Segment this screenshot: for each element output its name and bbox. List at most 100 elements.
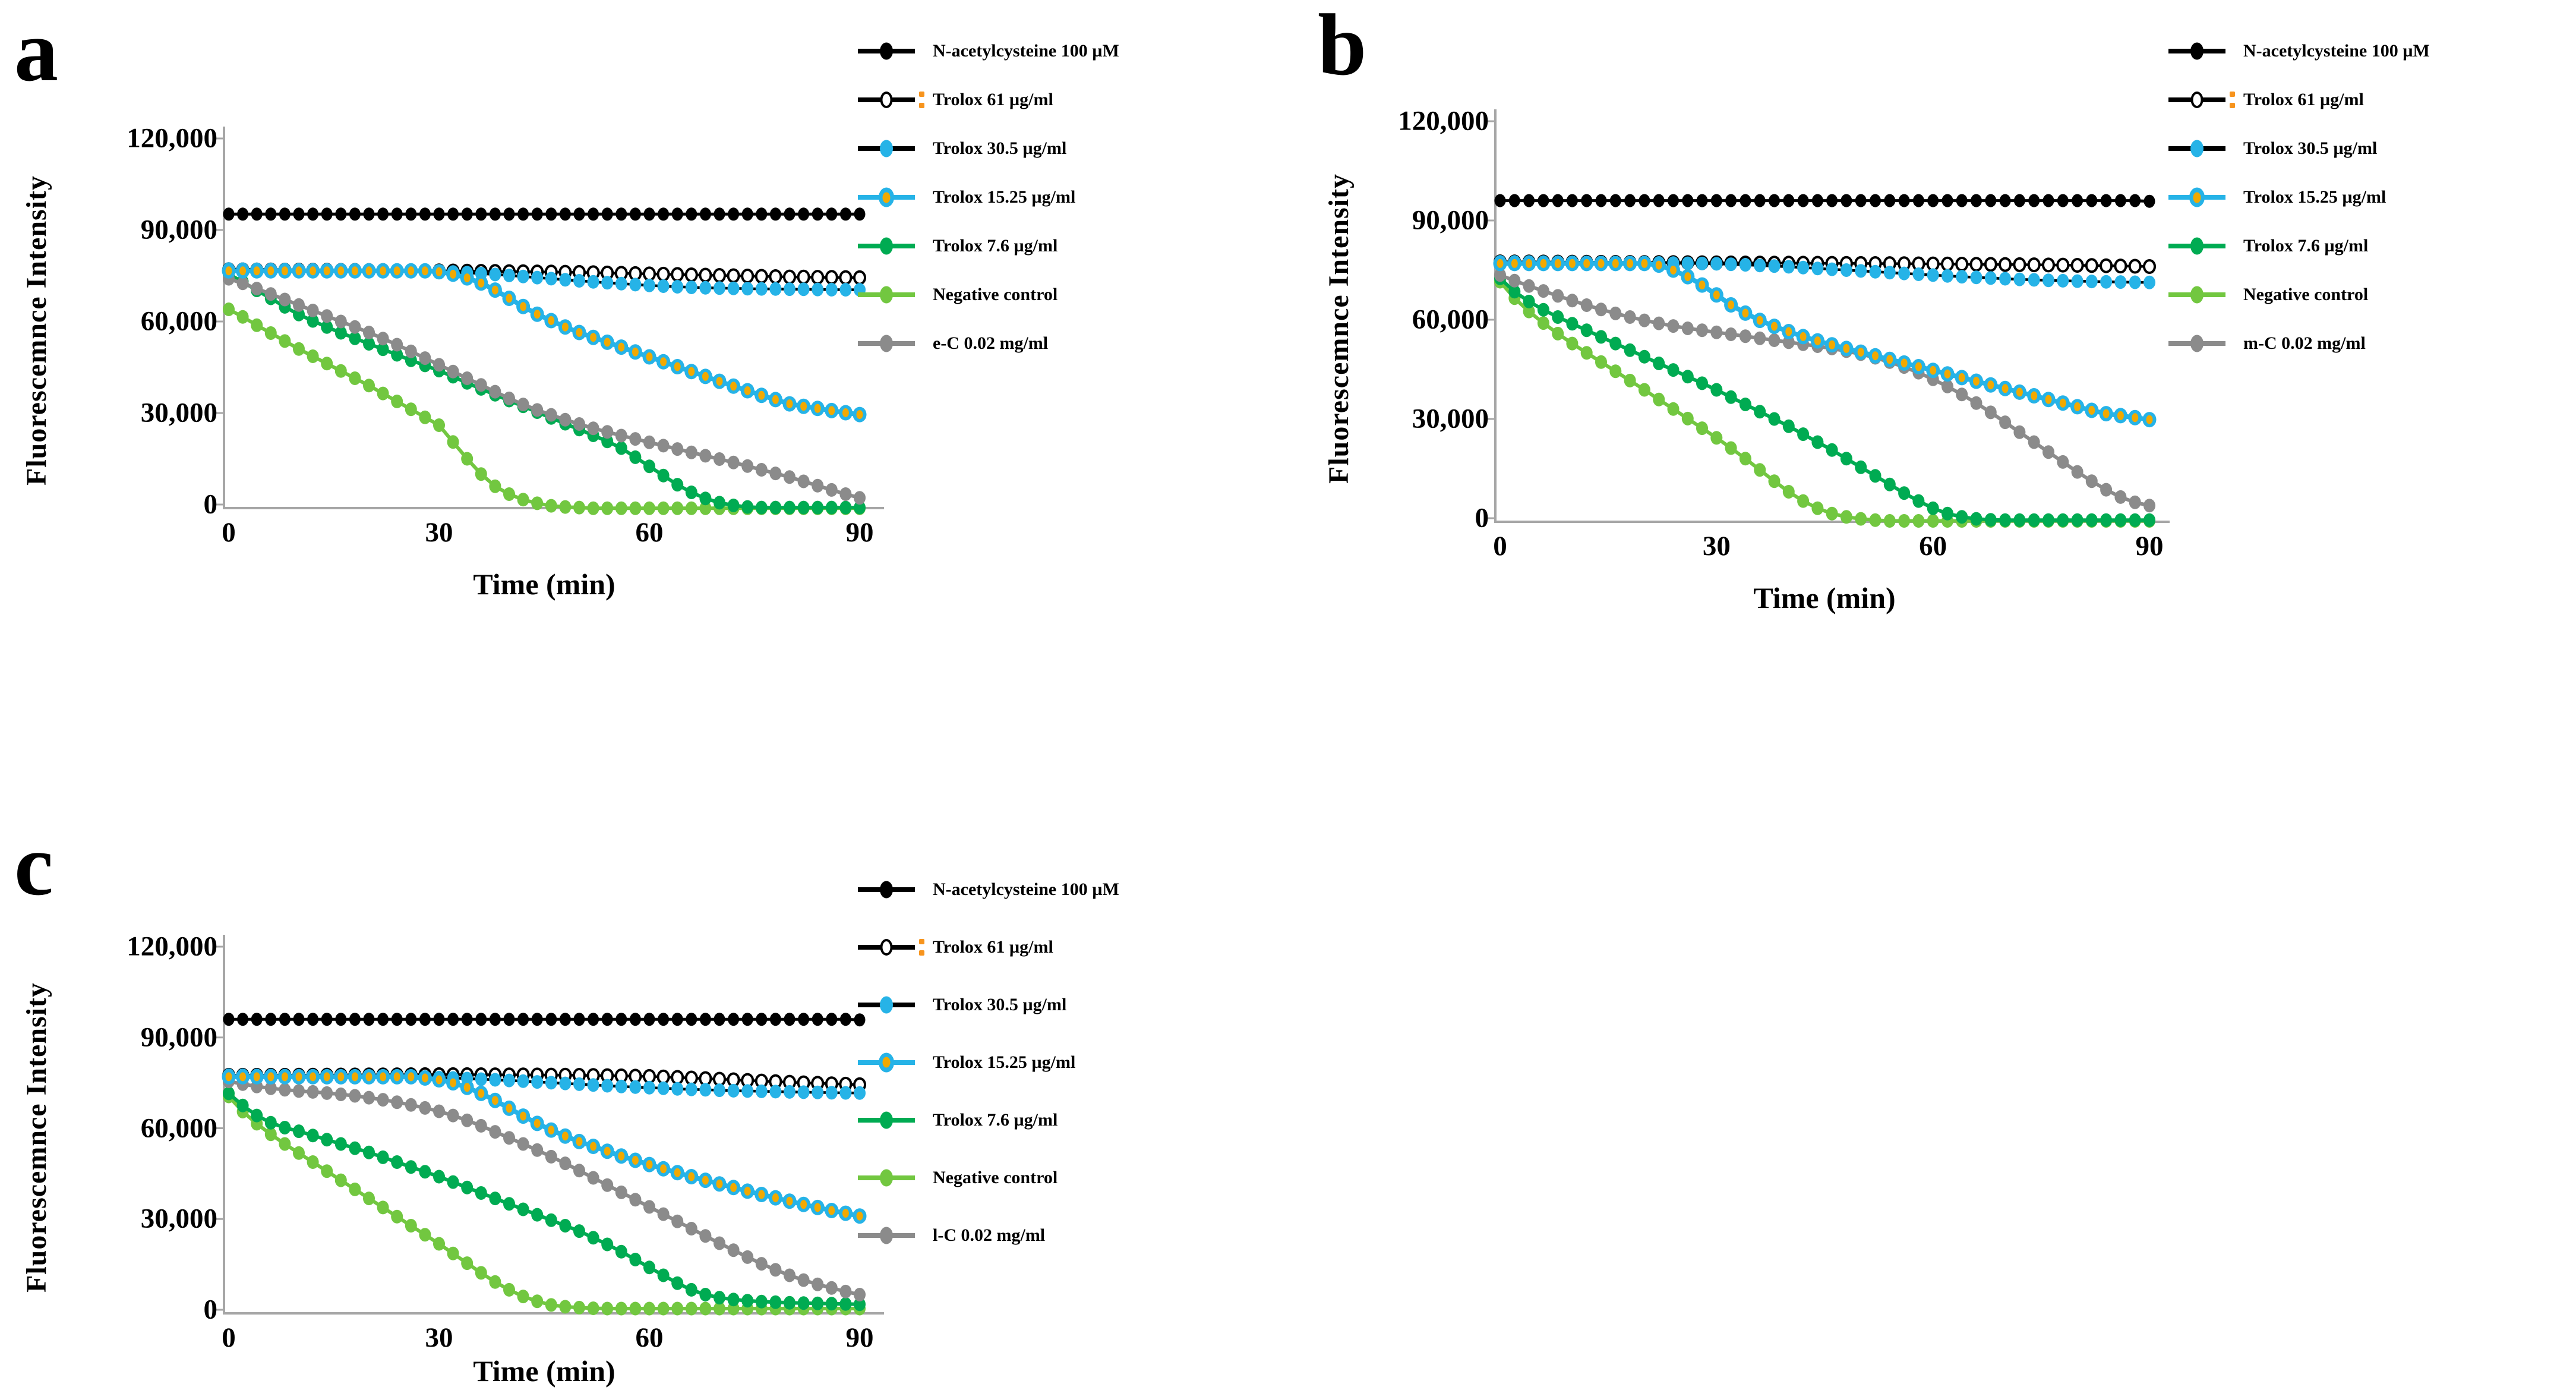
series-line (1500, 261, 2150, 423)
series-nac-b (1494, 194, 2155, 208)
series-marker-inner (506, 1104, 513, 1113)
series-marker (279, 1013, 291, 1026)
series-marker (1898, 266, 1911, 280)
series-marker (447, 1246, 459, 1260)
legend-label: Negative control (933, 285, 1058, 305)
series-marker (699, 1013, 711, 1026)
series-marker (1581, 194, 1593, 207)
series-marker (714, 452, 725, 466)
series-marker (685, 486, 697, 499)
series-marker (559, 1076, 572, 1090)
series-marker (727, 268, 740, 283)
series-marker (433, 1237, 445, 1251)
series-marker (629, 501, 642, 515)
series-marker (812, 478, 824, 493)
series-marker-inner (2002, 384, 2009, 393)
series-marker (377, 1150, 389, 1164)
series-marker (629, 1013, 641, 1026)
legend-item: N-acetylcysteine 100 µM (858, 27, 1119, 75)
series-marker (517, 269, 529, 283)
series-marker (839, 270, 853, 285)
series-marker (334, 326, 347, 340)
series-marker (391, 1013, 403, 1026)
series-marker (461, 1180, 473, 1194)
series-marker (1855, 264, 1867, 278)
legend-label: Trolox 61 µg/ml (933, 937, 1053, 957)
series-marker (349, 1089, 361, 1103)
series-marker (461, 1013, 473, 1026)
series-marker (615, 428, 627, 443)
series-marker-inner (1930, 365, 1937, 375)
series-marker-inner (1771, 322, 1778, 331)
series-marker (812, 1085, 824, 1099)
series-marker-inner (800, 402, 807, 411)
series-marker (405, 1013, 417, 1026)
legend-swatch (2168, 233, 2225, 259)
legend-item: Trolox 30.5 µg/ml (858, 124, 1119, 173)
series-marker (1999, 194, 2011, 207)
legend-marker (2190, 286, 2204, 304)
series-marker-inner (828, 406, 835, 415)
series-marker (461, 207, 473, 221)
series-marker (854, 1288, 866, 1301)
series-marker (1826, 262, 1838, 276)
series-marker (658, 207, 670, 221)
series-marker (657, 1268, 670, 1282)
series-marker-inner (225, 1072, 232, 1082)
x-tick-label: 90 (2135, 531, 2164, 562)
series-marker (293, 1013, 305, 1026)
series-marker-inner (758, 390, 765, 400)
legend-swatch (858, 233, 915, 259)
series-marker (2070, 258, 2084, 273)
legend-swatch (858, 992, 915, 1018)
series-marker (685, 1222, 697, 1235)
series-marker (812, 207, 823, 221)
series-marker (1754, 259, 1766, 273)
series-marker-inner (2045, 395, 2052, 404)
legend-item: Trolox 7.6 µg/ml (2168, 222, 2430, 270)
series-marker (601, 1079, 614, 1093)
series-marker (1681, 411, 1694, 425)
series-marker (377, 386, 389, 401)
series-marker (2013, 425, 2026, 439)
series-marker (798, 207, 810, 221)
series-marker (2013, 194, 2025, 207)
series-marker (839, 500, 852, 515)
series-marker (545, 499, 557, 513)
series-marker-inner (786, 399, 793, 409)
series-marker (307, 1155, 319, 1169)
legend-marker (880, 881, 893, 898)
series-marker (1538, 194, 1549, 207)
series-marker-inner (310, 266, 317, 276)
series-marker (601, 501, 614, 515)
series-marker (545, 1298, 557, 1312)
series-marker (2028, 194, 2040, 207)
series-marker (503, 207, 515, 221)
legend-marker (880, 1111, 893, 1129)
series-marker-inner (1901, 358, 1908, 368)
legend-swatch (858, 1049, 915, 1076)
series-marker-inner (1944, 369, 1951, 379)
series-marker (377, 1013, 389, 1026)
series-marker (545, 1013, 557, 1026)
series-marker (573, 207, 585, 221)
series-marker (699, 501, 712, 515)
series-marker (727, 1243, 740, 1257)
series-crude-a (223, 272, 866, 505)
series-marker (727, 281, 740, 295)
series-marker (405, 207, 417, 221)
series-marker (475, 1118, 487, 1133)
series-marker-inner (1915, 362, 1922, 371)
series-marker-inner (1800, 332, 1807, 341)
legend-swatch (2168, 38, 2225, 64)
series-marker-inner (842, 1209, 849, 1218)
series-marker (517, 1290, 529, 1304)
series-line (1499, 273, 2150, 508)
panel-letter-b: b (1318, 0, 1367, 94)
series-t76-c (223, 1086, 866, 1312)
series-marker (1537, 284, 1549, 298)
legend-item: Trolox 15.25 µg/ml (2168, 173, 2430, 222)
series-marker (503, 1282, 515, 1297)
series-marker-inner (688, 1172, 695, 1181)
series-marker-inner (2059, 398, 2066, 408)
